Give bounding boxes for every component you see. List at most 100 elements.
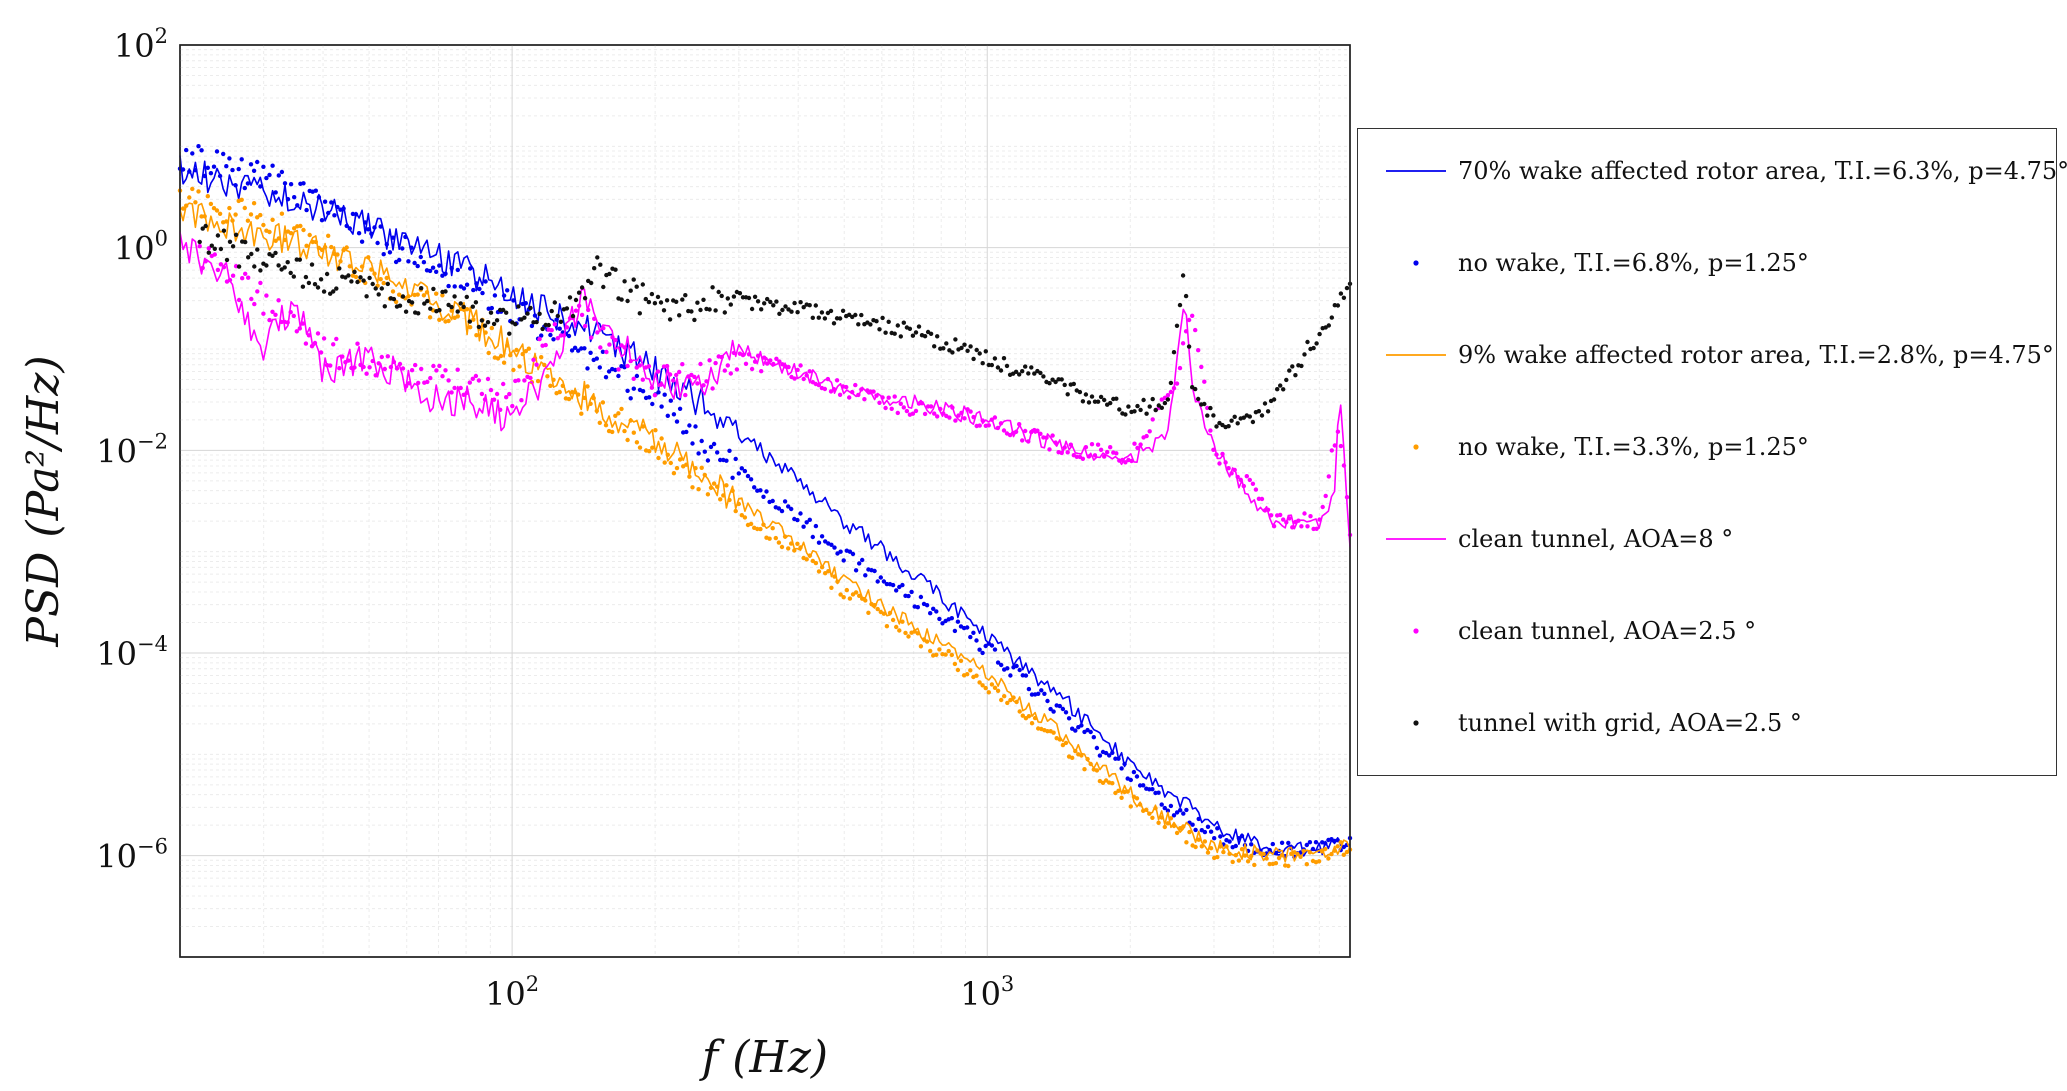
data-point xyxy=(1026,371,1031,376)
data-point xyxy=(1062,445,1067,450)
data-point xyxy=(424,290,430,295)
data-point xyxy=(831,321,837,326)
data-point xyxy=(309,344,315,349)
data-point xyxy=(519,398,524,403)
data-point xyxy=(252,301,257,307)
data-point xyxy=(239,157,244,162)
data-point xyxy=(372,225,377,230)
data-point xyxy=(548,383,553,388)
data-point xyxy=(455,314,460,319)
data-point xyxy=(986,423,991,428)
data-point xyxy=(844,384,849,390)
data-point xyxy=(983,349,988,354)
data-point xyxy=(995,688,1001,693)
data-point xyxy=(881,579,887,584)
data-point xyxy=(520,351,525,357)
data-point xyxy=(523,349,528,354)
data-point xyxy=(792,300,797,306)
data-point xyxy=(674,372,679,378)
data-point xyxy=(418,254,423,260)
data-point xyxy=(413,362,418,368)
data-point xyxy=(777,311,782,316)
data-point xyxy=(255,247,260,252)
data-point xyxy=(461,304,466,310)
data-point xyxy=(863,573,868,578)
data-point xyxy=(425,298,430,304)
data-point xyxy=(331,342,336,347)
data-point xyxy=(243,271,248,276)
data-point xyxy=(731,350,737,356)
series-clean-tunnel-aoa-2-5 xyxy=(197,244,1353,538)
data-point xyxy=(1178,808,1183,813)
data-point xyxy=(941,411,946,416)
data-point xyxy=(837,392,843,397)
data-point xyxy=(217,211,223,216)
data-point xyxy=(1226,466,1231,471)
data-point xyxy=(1202,379,1207,384)
data-point xyxy=(619,297,624,302)
data-point xyxy=(664,363,670,369)
data-point xyxy=(932,344,937,349)
data-point xyxy=(597,365,602,370)
data-point xyxy=(1316,859,1322,864)
data-point xyxy=(1212,836,1217,841)
data-point xyxy=(853,382,858,388)
data-point xyxy=(1110,750,1115,755)
data-point xyxy=(419,286,424,291)
data-point xyxy=(1079,723,1084,728)
series-no-wake-t-i-3-3-p-1-25 xyxy=(177,186,1353,869)
data-point xyxy=(1057,703,1063,709)
data-point xyxy=(211,206,217,211)
data-point xyxy=(674,465,680,471)
data-point xyxy=(569,348,575,353)
data-point xyxy=(337,266,342,271)
legend-entry: clean tunnel, AOA=2.5 ° xyxy=(1358,616,2058,646)
data-point xyxy=(480,290,485,296)
data-point xyxy=(708,485,714,490)
data-point xyxy=(313,239,318,245)
data-point xyxy=(628,288,633,293)
data-point xyxy=(276,263,281,268)
data-point xyxy=(1215,854,1220,860)
data-point xyxy=(887,610,893,616)
data-point xyxy=(943,652,948,657)
data-point xyxy=(217,173,223,179)
data-point xyxy=(202,173,207,179)
data-point xyxy=(959,345,964,351)
data-point xyxy=(974,347,979,353)
data-point xyxy=(591,396,596,401)
data-point xyxy=(1044,435,1049,440)
data-point xyxy=(938,406,943,412)
data-point xyxy=(270,163,275,168)
data-point xyxy=(301,227,306,233)
data-point xyxy=(780,307,785,313)
legend-label: tunnel with grid, AOA=2.5 ° xyxy=(1458,709,1802,737)
data-point xyxy=(690,485,695,490)
data-point xyxy=(1032,371,1037,376)
legend-dot-marker xyxy=(1413,720,1419,726)
data-point xyxy=(727,448,732,453)
data-point xyxy=(1284,377,1289,383)
data-point xyxy=(384,275,389,281)
data-point xyxy=(1029,721,1035,726)
data-point xyxy=(1247,414,1253,419)
data-point xyxy=(279,211,285,216)
data-point xyxy=(1005,700,1010,706)
data-point xyxy=(1320,504,1325,510)
data-point xyxy=(789,506,794,512)
data-point xyxy=(947,415,952,420)
data-point xyxy=(597,420,602,425)
data-point xyxy=(1313,840,1319,845)
data-point xyxy=(915,605,920,610)
data-point xyxy=(227,277,233,283)
data-point xyxy=(1196,396,1201,402)
data-point xyxy=(634,365,639,370)
data-point xyxy=(680,297,685,302)
data-point xyxy=(476,378,482,383)
legend: 70% wake affected rotor area, T.I.=6.3%,… xyxy=(1357,128,2067,776)
data-point xyxy=(227,156,232,161)
data-point xyxy=(1341,852,1347,857)
data-point xyxy=(1029,365,1034,370)
data-point xyxy=(989,417,994,422)
legend-entry: no wake, T.I.=3.3%, p=1.25° xyxy=(1358,432,2058,462)
